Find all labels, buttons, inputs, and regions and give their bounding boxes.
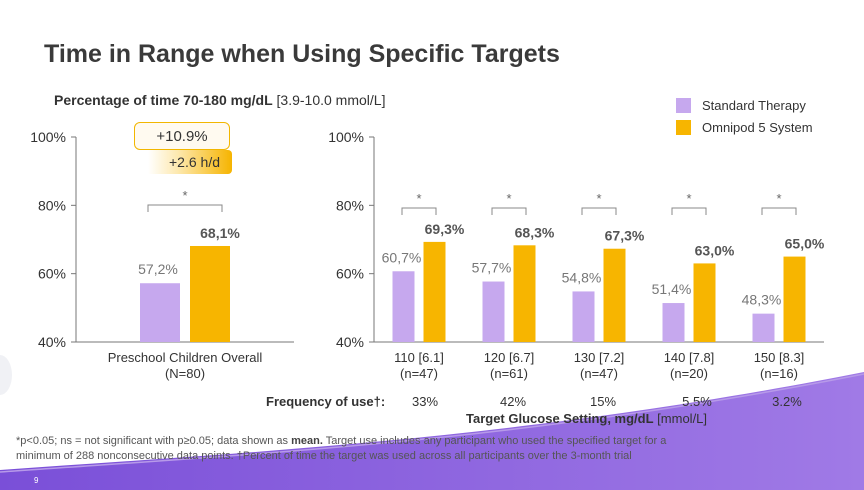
- legend-swatch-standard: [676, 97, 691, 113]
- significance-marker: *: [686, 191, 691, 206]
- legend-item-omnipod: Omnipod 5 System: [676, 116, 813, 138]
- hours-difference-badge: +2.6 h/d: [148, 150, 232, 174]
- x-category-label: (N=80): [165, 366, 205, 381]
- y-tick-label: 100%: [30, 129, 66, 145]
- x-axis-title-units: [mmol/L]: [653, 411, 708, 426]
- percent-difference-badge: +10.9%: [134, 122, 230, 150]
- x-category-label: Preschool Children Overall: [108, 350, 263, 365]
- x-category-label: 120 [6.7]: [484, 350, 535, 365]
- data-label-omnipod: 63,0%: [695, 242, 735, 258]
- bar-omnipod-5: [190, 245, 230, 342]
- bar-omnipod-5: [603, 248, 626, 342]
- significance-bracket: [147, 204, 223, 212]
- footnote-part: *p<0.05; ns = not significant with p≥0.0…: [16, 435, 292, 447]
- legend-swatch-omnipod: [676, 119, 691, 135]
- data-label-omnipod: 65,0%: [785, 236, 825, 252]
- data-label-standard: 60,7%: [382, 249, 422, 265]
- significance-marker: *: [416, 191, 421, 206]
- bar-omnipod-5: [783, 256, 806, 342]
- significance-marker: *: [182, 188, 187, 203]
- data-label-omnipod: 67,3%: [605, 228, 645, 244]
- frequency-value: 33%: [411, 394, 439, 409]
- significance-marker: *: [506, 191, 511, 206]
- footnote: *p<0.05; ns = not significant with p≥0.0…: [16, 434, 736, 464]
- bar-omnipod-5: [423, 241, 446, 342]
- legend-label-omnipod: Omnipod 5 System: [702, 119, 813, 135]
- significance-bracket: [761, 207, 797, 215]
- chart-subtitle: Percentage of time 70-180 mg/dL [3.9-10.…: [54, 92, 385, 108]
- y-tick-label: 100%: [328, 129, 364, 145]
- x-category-label: (n=20): [670, 366, 708, 381]
- bar-standard-therapy: [392, 271, 415, 342]
- y-tick-label: 80%: [336, 197, 364, 213]
- significance-bracket: [491, 207, 527, 215]
- footnote-line-2: minimum of 288 nonconsecutive data point…: [16, 450, 632, 462]
- data-label-standard: 54,8%: [562, 269, 602, 285]
- x-axis-title: Target Glucose Setting, mg/dL [mmol/L]: [466, 411, 707, 426]
- x-category-label: (n=61): [490, 366, 528, 381]
- footnote-part: Target use includes any participant who …: [322, 435, 667, 447]
- x-category-label: (n=16): [760, 366, 798, 381]
- significance-bracket: [401, 207, 437, 215]
- legend-label-standard: Standard Therapy: [702, 97, 806, 113]
- data-label-standard: 48,3%: [742, 292, 782, 308]
- x-category-label: 150 [8.3]: [754, 350, 805, 365]
- bar-omnipod-5: [513, 245, 536, 342]
- y-tick-label: 40%: [336, 334, 364, 350]
- footnote-emphasis: mean.: [291, 435, 323, 447]
- data-label-omnipod: 68,3%: [515, 224, 555, 240]
- significance-bracket: [671, 207, 707, 215]
- x-category-label: 140 [7.8]: [664, 350, 715, 365]
- y-tick-label: 80%: [38, 197, 66, 213]
- x-category-label: 110 [6.1]: [394, 350, 444, 365]
- slide-title: Time in Range when Using Specific Target…: [44, 40, 560, 68]
- significance-marker: *: [776, 191, 781, 206]
- data-label-standard: 57,7%: [472, 260, 512, 276]
- y-tick-label: 60%: [336, 266, 364, 282]
- bar-standard-therapy: [572, 291, 595, 342]
- data-label-standard: 57,2%: [138, 261, 178, 277]
- bar-standard-therapy: [140, 283, 180, 342]
- data-label-standard: 51,4%: [652, 281, 692, 297]
- bar-standard-therapy: [662, 303, 685, 342]
- frequency-value: 42%: [499, 394, 527, 409]
- frequency-value: 5.5%: [682, 394, 712, 409]
- data-label-omnipod: 69,3%: [425, 221, 465, 237]
- significance-bracket: [581, 207, 617, 215]
- legend: Standard Therapy Omnipod 5 System: [676, 94, 813, 138]
- legend-item-standard: Standard Therapy: [676, 94, 813, 116]
- page-number: 9: [34, 476, 39, 485]
- y-tick-label: 60%: [38, 266, 66, 282]
- bar-omnipod-5: [693, 263, 716, 342]
- bar-standard-therapy: [752, 313, 775, 342]
- subtitle-units: [3.9-10.0 mmol/L]: [272, 92, 386, 108]
- x-category-label: 130 [7.2]: [574, 350, 625, 365]
- frequency-label: Frequency of use†:: [266, 394, 386, 409]
- frequency-value: 3.2%: [772, 394, 802, 409]
- data-label-omnipod: 68,1%: [200, 225, 240, 241]
- bar-standard-therapy: [482, 281, 505, 342]
- y-tick-label: 40%: [38, 334, 66, 350]
- significance-marker: *: [596, 191, 601, 206]
- x-category-label: (n=47): [580, 366, 618, 381]
- x-axis-title-main: Target Glucose Setting, mg/dL: [466, 411, 654, 426]
- frequency-value: 15%: [589, 394, 617, 409]
- subtitle-main: Percentage of time 70-180 mg/dL: [54, 92, 273, 108]
- x-category-label: (n=47): [400, 366, 438, 381]
